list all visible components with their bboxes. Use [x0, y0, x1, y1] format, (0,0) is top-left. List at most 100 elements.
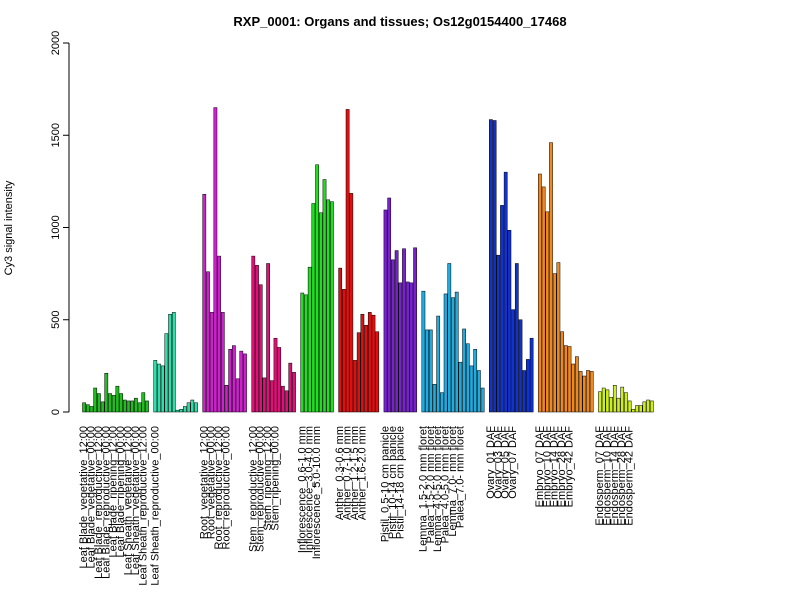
bar: [304, 294, 308, 413]
x-tick-label: Ovary_03 DAF: [492, 426, 504, 499]
bar: [239, 350, 244, 413]
x-tick-label: Anther_0.3-0.6 mm: [334, 426, 346, 520]
x-tick-label: Anther_1.2-1.5 mm: [349, 426, 361, 520]
bar: [443, 293, 448, 413]
y-tick-label: 0: [50, 409, 62, 415]
x-tick-label: Leaf Blade_vegetative_00:00: [86, 426, 98, 569]
bar: [258, 284, 263, 413]
x-tick-label: Pistil_10-14 cm panicle: [387, 426, 399, 539]
x-tick-label: Leaf Sheath_vegetative_00:00: [130, 426, 142, 575]
bar: [209, 312, 214, 413]
bar: [262, 377, 267, 413]
bar: [556, 262, 561, 413]
bar: [235, 378, 240, 413]
bar: [538, 173, 542, 413]
bar: [440, 392, 444, 413]
bar: [436, 315, 441, 413]
bar: [578, 371, 583, 413]
bar: [273, 337, 278, 413]
bar: [318, 212, 323, 413]
x-tick-label: Lemma_4.0-5.0 mm floret: [432, 426, 444, 552]
bar: [391, 259, 395, 413]
bar: [473, 349, 478, 413]
bar: [601, 387, 606, 413]
x-tick-label: Inflorescence_5.0-10.0 mm: [311, 426, 323, 559]
bar: [160, 365, 165, 413]
bar: [624, 392, 628, 413]
y-tick-label: 2000: [50, 31, 62, 55]
bar: [560, 331, 564, 413]
x-tick-label: Ovary_05 DAF: [500, 426, 512, 499]
x-tick-label: Anther_0.7-1.0 mm: [342, 426, 354, 520]
bar: [353, 360, 357, 413]
bar: [642, 401, 647, 413]
bar: [190, 399, 195, 413]
bar: [454, 291, 459, 413]
bar: [620, 386, 625, 413]
x-tick-label: Endosperm_14 DAF: [609, 426, 621, 526]
bar: [179, 408, 184, 413]
bar: [171, 312, 176, 413]
bar: [141, 392, 146, 413]
bar: [616, 397, 621, 413]
x-tick-label: Ovary_07 DAF: [507, 426, 519, 499]
x-tick-label: Ovary_01 DAF: [485, 426, 497, 499]
bar: [322, 179, 327, 413]
x-tick-label: Root_vegetative_00:00: [206, 426, 218, 539]
bar: [514, 263, 519, 413]
bar: [251, 255, 256, 413]
bar: [598, 391, 602, 413]
bar: [367, 312, 372, 413]
bar: [228, 349, 233, 413]
bar: [284, 390, 289, 413]
bar: [97, 393, 101, 413]
bar: [465, 343, 470, 413]
x-tick-label: Pistil_14-18 cm panicle: [394, 426, 406, 539]
bar: [552, 273, 557, 413]
bar: [421, 290, 426, 413]
bar: [545, 211, 550, 413]
x-tick-label: Stem_reproductive_12:00: [247, 426, 259, 552]
bar: [311, 203, 316, 413]
bar: [342, 289, 346, 413]
bar: [371, 314, 376, 413]
x-tick-label: Lemma_7.0- mm floret: [447, 426, 459, 537]
bar: [145, 400, 149, 413]
y-axis-label: Cy3 signal intensity: [3, 180, 15, 275]
x-tick-label: Stem_ripening_12:00: [262, 426, 274, 531]
bar: [224, 384, 229, 413]
x-tick-label: Inflorescence_0.6-1.0 mm: [296, 426, 308, 553]
bar: [307, 266, 312, 413]
bar: [82, 402, 86, 413]
x-tick-label: Leaf Sheath_reproductive_12:00: [137, 426, 149, 586]
bar: [549, 142, 553, 413]
bar: [398, 282, 403, 413]
bar: [93, 387, 98, 413]
bar: [458, 361, 463, 413]
y-tick-label: 1500: [50, 123, 62, 147]
bar: [292, 372, 296, 413]
bar: [646, 399, 650, 413]
y-tick-label: 500: [50, 311, 62, 329]
bar: [638, 405, 643, 413]
bar: [387, 197, 392, 413]
bar: [503, 171, 508, 413]
bar: [111, 395, 116, 413]
bar: [206, 271, 210, 413]
bar: [157, 363, 161, 413]
x-tick-label: Stem_reproductive_00:00: [255, 426, 267, 552]
x-tick-label: Embryo_42 DAF: [564, 426, 576, 508]
bar: [541, 186, 546, 413]
bar: [480, 387, 485, 413]
bar: [432, 384, 437, 413]
bar: [394, 250, 399, 413]
bar: [447, 263, 452, 413]
x-tick-label: Leaf Sheath_vegetative_12:00: [123, 426, 135, 575]
x-tick-label: Leaf Blade_ripening_00:00: [115, 426, 127, 558]
bar: [194, 402, 198, 413]
bar: [168, 313, 172, 413]
bar: [243, 353, 247, 413]
bar: [232, 345, 236, 413]
bars: [82, 107, 654, 413]
bar: [563, 345, 568, 413]
